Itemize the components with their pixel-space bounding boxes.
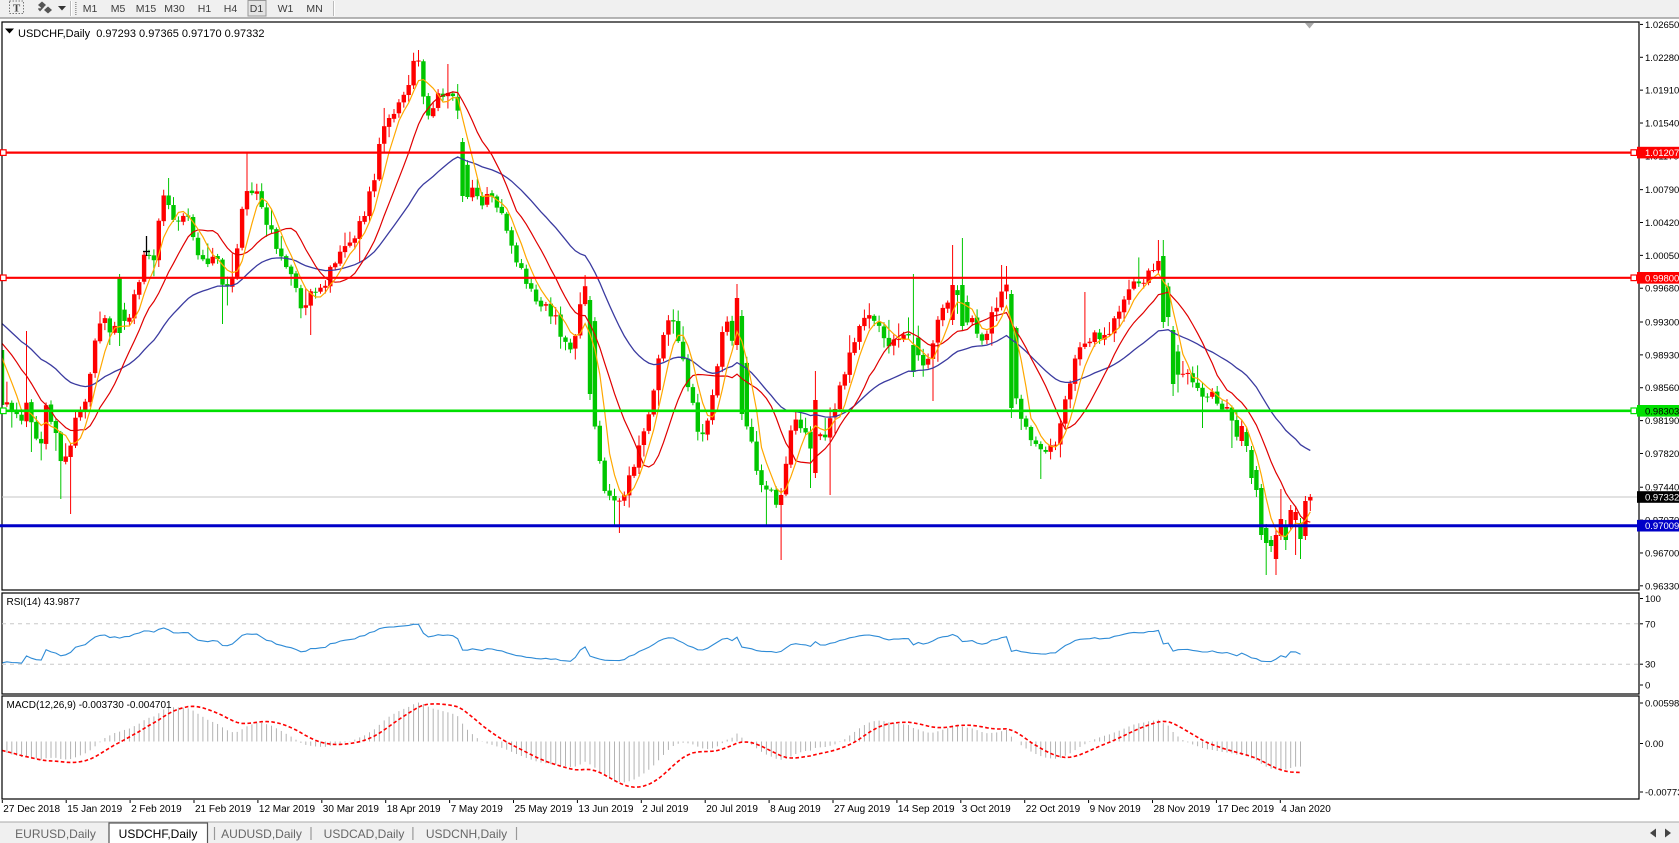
svg-text:RSI(14) 43.9877: RSI(14) 43.9877 [7, 597, 81, 608]
svg-text:100: 100 [1645, 594, 1661, 605]
svg-text:8 Aug 2019: 8 Aug 2019 [770, 804, 821, 815]
svg-text:17 Dec 2019: 17 Dec 2019 [1217, 804, 1274, 815]
svg-text:3 Oct 2019: 3 Oct 2019 [962, 804, 1011, 815]
svg-text:0.005986: 0.005986 [1645, 699, 1679, 710]
svg-text:M1: M1 [83, 3, 98, 15]
svg-text:18 Apr 2019: 18 Apr 2019 [387, 804, 441, 815]
svg-text:0.99800: 0.99800 [1645, 273, 1679, 284]
svg-text:0.99680: 0.99680 [1645, 284, 1679, 295]
svg-text:1.00790: 1.00790 [1645, 185, 1679, 196]
svg-text:USDCAD,Daily: USDCAD,Daily [324, 827, 405, 841]
svg-text:MACD(12,26,9) -0.003730 -0.004: MACD(12,26,9) -0.003730 -0.004701 [7, 700, 173, 711]
svg-text:27 Aug 2019: 27 Aug 2019 [834, 804, 891, 815]
svg-text:AUDUSD,Daily: AUDUSD,Daily [221, 827, 302, 841]
svg-text:30 Mar 2019: 30 Mar 2019 [323, 804, 380, 815]
svg-text:0.98930: 0.98930 [1645, 350, 1679, 361]
svg-text:0.97820: 0.97820 [1645, 449, 1679, 460]
svg-text:D1: D1 [250, 3, 264, 15]
svg-text:27 Dec 2018: 27 Dec 2018 [3, 804, 60, 815]
svg-text:21 Feb 2019: 21 Feb 2019 [195, 804, 252, 815]
svg-text:22 Oct 2019: 22 Oct 2019 [1026, 804, 1081, 815]
svg-text:1.02280: 1.02280 [1645, 53, 1679, 64]
svg-text:0.98560: 0.98560 [1645, 383, 1679, 394]
svg-text:0.98190: 0.98190 [1645, 416, 1679, 427]
svg-text:MN: MN [306, 3, 322, 15]
svg-text:1.01207: 1.01207 [1645, 148, 1679, 159]
svg-text:7 May 2019: 7 May 2019 [451, 804, 504, 815]
svg-text:12 Mar 2019: 12 Mar 2019 [259, 804, 316, 815]
svg-text:30: 30 [1645, 660, 1656, 671]
svg-text:M30: M30 [164, 3, 185, 15]
svg-text:-0.00773: -0.00773 [1645, 788, 1679, 799]
svg-text:1.01540: 1.01540 [1645, 119, 1679, 130]
svg-text:0.97009: 0.97009 [1645, 521, 1679, 532]
svg-text:M15: M15 [136, 3, 157, 15]
svg-text:25 May 2019: 25 May 2019 [515, 804, 573, 815]
svg-text:EURUSD,Daily: EURUSD,Daily [15, 827, 96, 841]
svg-text:0.99300: 0.99300 [1645, 318, 1679, 329]
svg-text:USDCNH,Daily: USDCNH,Daily [426, 827, 507, 841]
svg-text:1.02650: 1.02650 [1645, 20, 1679, 31]
svg-text:0.97440: 0.97440 [1645, 483, 1679, 494]
svg-text:2 Feb 2019: 2 Feb 2019 [131, 804, 182, 815]
svg-text:70: 70 [1645, 619, 1656, 630]
svg-text:9 Nov 2019: 9 Nov 2019 [1090, 804, 1142, 815]
svg-text:28 Nov 2019: 28 Nov 2019 [1154, 804, 1211, 815]
svg-text:2 Jul 2019: 2 Jul 2019 [642, 804, 689, 815]
svg-text:20 Jul 2019: 20 Jul 2019 [706, 804, 758, 815]
svg-text:1.01910: 1.01910 [1645, 86, 1679, 97]
svg-text:T: T [13, 3, 21, 15]
svg-text:0: 0 [1645, 681, 1650, 692]
svg-text:M5: M5 [111, 3, 126, 15]
svg-text:USDCHF,Daily: USDCHF,Daily [119, 827, 198, 841]
svg-text:0.97332: 0.97332 [1645, 493, 1679, 504]
svg-text:0.98303: 0.98303 [1645, 406, 1679, 417]
svg-text:H1: H1 [198, 3, 212, 15]
svg-text:14 Sep 2019: 14 Sep 2019 [898, 804, 955, 815]
svg-text:W1: W1 [278, 3, 294, 15]
svg-text:USDCHF,Daily 0.97293 0.97365: USDCHF,Daily 0.97293 0.97365 0.97170 0.9… [18, 28, 264, 40]
svg-text:4 Jan 2020: 4 Jan 2020 [1281, 804, 1331, 815]
svg-text:15 Jan 2019: 15 Jan 2019 [67, 804, 122, 815]
svg-text:13 Jun 2019: 13 Jun 2019 [578, 804, 633, 815]
svg-text:1.00050: 1.00050 [1645, 251, 1679, 262]
svg-text:0.96330: 0.96330 [1645, 581, 1679, 592]
svg-text:H4: H4 [224, 3, 238, 15]
svg-text:1.00420: 1.00420 [1645, 218, 1679, 229]
svg-text:0.00: 0.00 [1645, 739, 1664, 750]
svg-text:0.96700: 0.96700 [1645, 548, 1679, 559]
